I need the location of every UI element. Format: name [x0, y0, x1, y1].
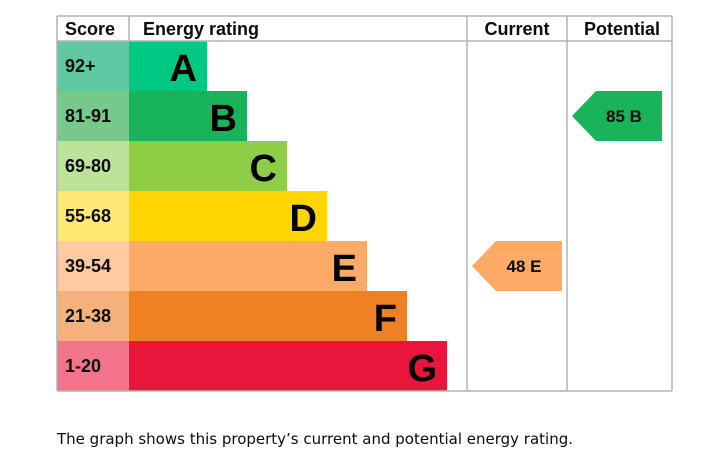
current-rating-arrow: [472, 241, 562, 291]
score-label-G: 1-20: [65, 356, 101, 376]
header-score: Score: [65, 19, 115, 39]
energy-rating-chart: Score Energy rating Current Potential 92+ A 81…: [56, 15, 673, 392]
score-cell-C: [57, 141, 129, 191]
score-label-E: 39-54: [65, 256, 111, 276]
header-potential: Potential: [584, 19, 660, 39]
score-label-F: 21-38: [65, 306, 111, 326]
band-letter-F: F: [374, 298, 397, 340]
band-letter-A: A: [170, 48, 197, 90]
potential-rating-arrow: [572, 91, 662, 141]
score-label-C: 69-80: [65, 156, 111, 176]
score-label-D: 55-68: [65, 206, 111, 226]
band-letter-B: B: [210, 98, 237, 140]
score-cell-B: [57, 91, 129, 141]
score-cell-G: [57, 341, 129, 391]
band-letter-G: G: [407, 348, 437, 390]
score-cell-D: [57, 191, 129, 241]
band-bar-C: [129, 141, 287, 191]
band-bar-B: [129, 91, 247, 141]
potential-rating-label: 85 B: [606, 107, 642, 126]
score-label-B: 81-91: [65, 106, 111, 126]
band-bar-E: [129, 241, 367, 291]
header-rating: Energy rating: [143, 19, 259, 39]
band-bar-F: [129, 291, 407, 341]
band-letter-C: C: [250, 148, 277, 190]
chart-caption: The graph shows this property’s current …: [57, 430, 573, 448]
band-bar-D: [129, 191, 327, 241]
band-bar-A: [129, 41, 207, 91]
score-cell-F: [57, 291, 129, 341]
score-cell-E: [57, 241, 129, 291]
band-letter-E: E: [332, 248, 357, 290]
score-cell-A: [57, 41, 129, 91]
band-letter-D: D: [290, 198, 317, 240]
band-bar-G: [129, 341, 447, 391]
score-label-A: 92+: [65, 56, 96, 76]
header-current: Current: [484, 19, 549, 39]
current-rating-label: 48 E: [507, 257, 542, 276]
